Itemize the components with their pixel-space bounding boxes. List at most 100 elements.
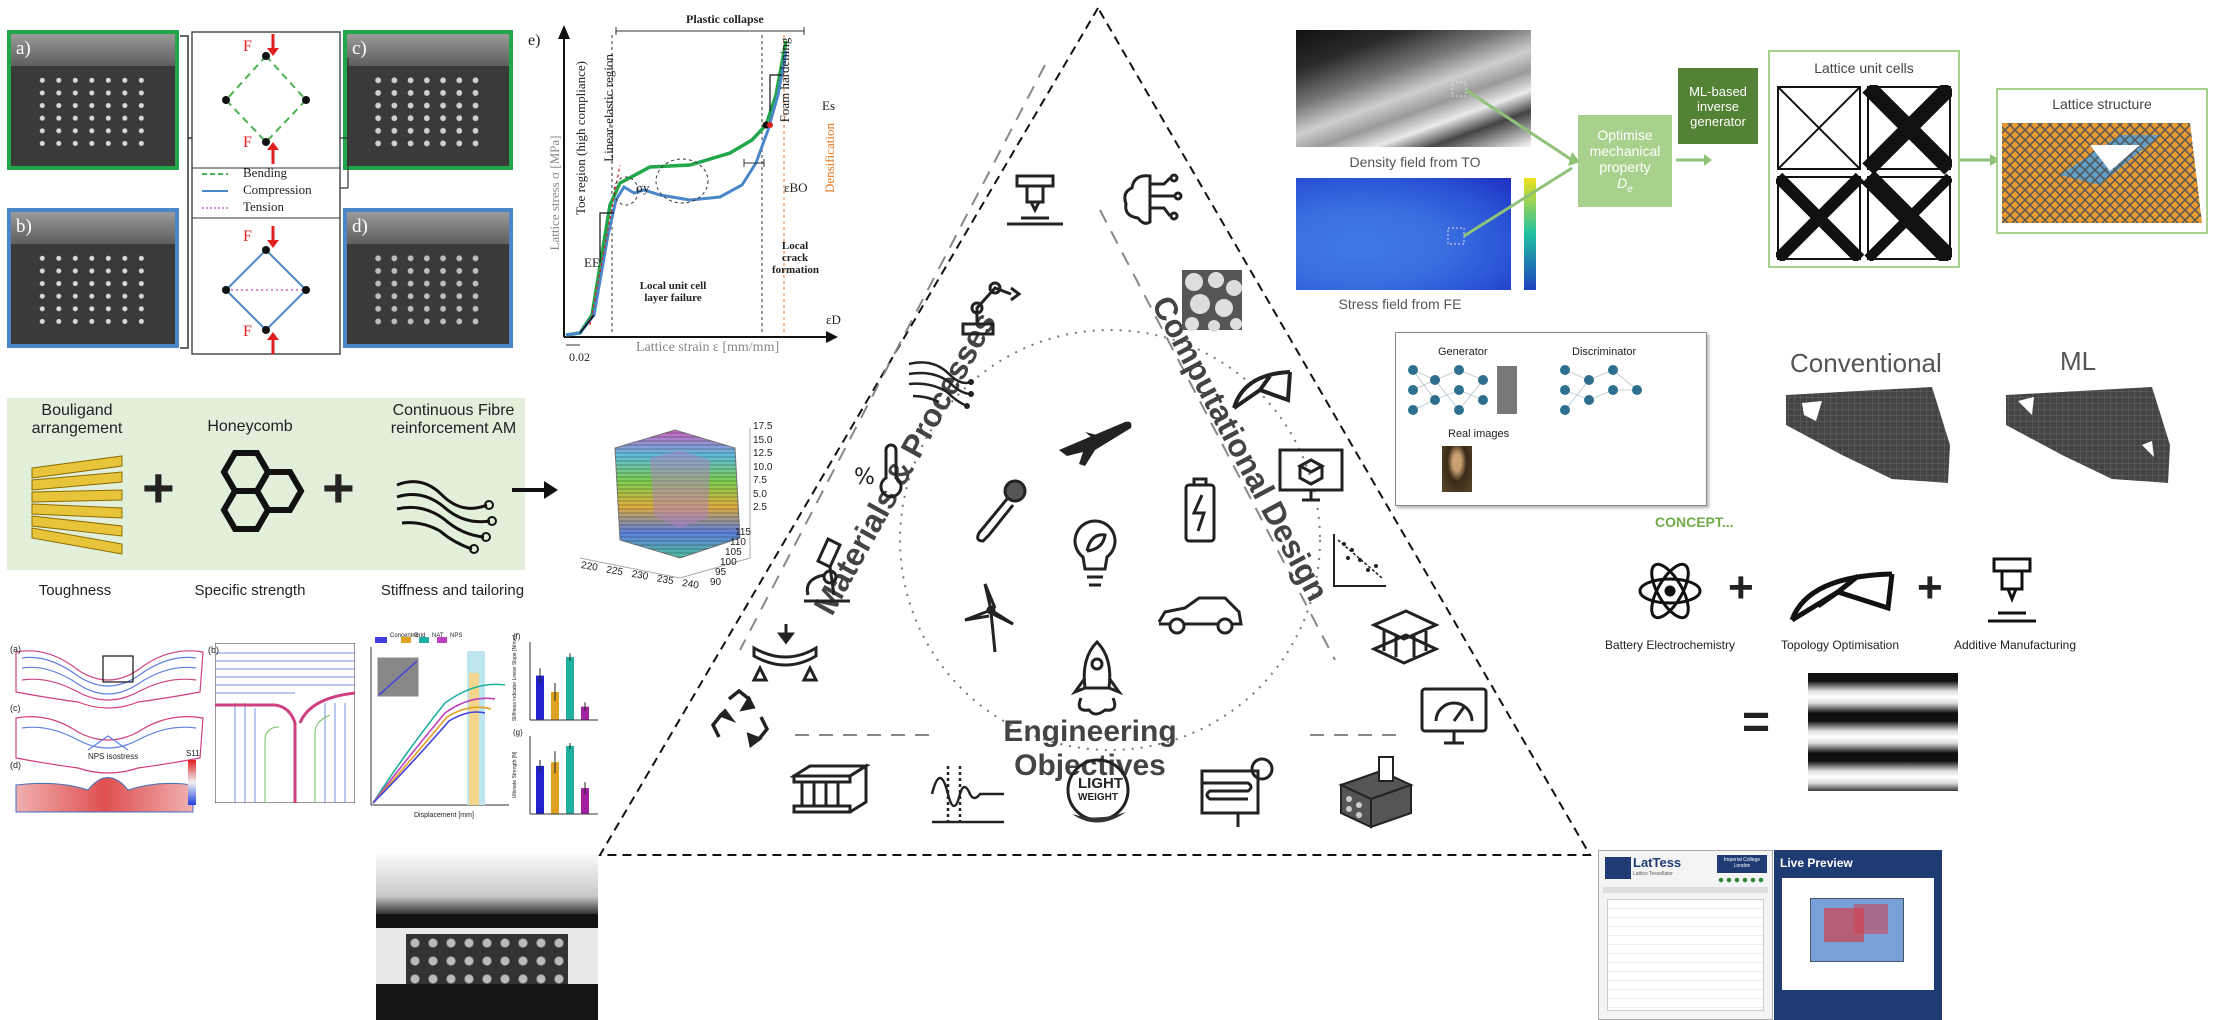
cad-monitor-icon: [1278, 448, 1344, 502]
legend-compression: Compression: [243, 182, 312, 197]
ylabel-f: Stiffness indicator Linear Slope [N/mm]: [512, 634, 518, 722]
bar-nps: [581, 706, 589, 720]
arch-contour-figures: [15, 650, 204, 813]
annot-es: Es: [822, 98, 835, 113]
region-toe: Toe region (high compliance): [573, 61, 588, 215]
colorbar: [188, 760, 196, 805]
conventional-label: Conventional: [1790, 348, 1942, 378]
ml-mesh: [2006, 387, 2170, 483]
arrow-to-plot: [512, 481, 558, 499]
property-stiffness: Stiffness and tailoring: [380, 582, 525, 599]
optimise-symbol: De: [1617, 175, 1633, 195]
honeycomb-panel-icon: [790, 763, 870, 814]
density-field-map: [1296, 30, 1531, 147]
bar-chart-g: [536, 742, 589, 814]
beam-bending-icon: [751, 624, 819, 682]
car-icon: [1157, 596, 1243, 635]
fig-label-a: (a): [10, 644, 21, 654]
plus-icon-2: +: [322, 456, 355, 519]
concept-title: CONCEPT...: [1655, 514, 1734, 530]
foam-structure-icon: [1182, 270, 1242, 332]
robot-arm-icon: [961, 281, 1022, 336]
fig-label-g: (g): [513, 728, 523, 737]
force-label-top-1: F: [243, 38, 252, 55]
bar-charts-fg: [510, 632, 600, 822]
legend-bending: Bending: [243, 165, 288, 180]
fig-label-b: (b): [208, 645, 219, 655]
concept-plus-2: +: [1917, 563, 1943, 612]
topology-bridge-icon: [1232, 370, 1292, 410]
bouligand-icon: [31, 455, 123, 555]
bar-concentric: [536, 765, 544, 814]
institution-label: Imperial College London: [1723, 857, 1761, 869]
fibre-label: Continuous Fibre reinforcement AM: [390, 402, 517, 437]
stress-strain-chart: [558, 25, 838, 346]
bar-nat: [566, 657, 574, 720]
concept-equals: =: [1742, 696, 1771, 749]
stress-caption: Stress field from FE: [1338, 296, 1462, 312]
triangle-bottom-label: Engineering Objectives: [1003, 715, 1177, 782]
contour-legend: NPS isostress: [88, 752, 139, 761]
wind-turbine-icon: [964, 583, 1014, 653]
stress-field-map: [1296, 178, 1511, 290]
gan-generator-label: Generator: [1438, 346, 1488, 358]
light-badge-text-2: WEIGHT: [1078, 792, 1118, 803]
microscope-icon: [804, 536, 850, 603]
photo-panel-c: c): [343, 30, 513, 170]
printed-structure-plot: [579, 428, 751, 579]
lattess-window: LatTess Lattice Tessellator Imperial Col…: [1598, 850, 1773, 1020]
plus-icon-1: +: [142, 456, 175, 519]
dashboard-monitor-icon: [1420, 687, 1488, 745]
concept-plus-1: +: [1728, 563, 1754, 612]
plot-y-ticks: 115 110 105 100 95 90: [710, 527, 751, 588]
fig-label-f: (f): [513, 632, 521, 641]
bar-grid: [551, 762, 559, 814]
mona-lisa-thumbnail: [1442, 446, 1472, 492]
central-triangle: [598, 6, 1592, 856]
photo-panel-b: b): [7, 208, 179, 348]
legend-concentric: Concentric: [390, 633, 419, 639]
panel-label-c: c): [352, 38, 367, 59]
bar-chart-f: [536, 653, 589, 720]
lattice-cells-grid: [1776, 85, 1952, 261]
property-strength: Specific strength: [194, 582, 306, 599]
airplane-icon: [1059, 421, 1132, 466]
rocket-icon: [1070, 639, 1124, 716]
topology-optimisation-icon: [1789, 571, 1895, 623]
lattess-subtitle: Lattice Tessellator: [1633, 871, 1673, 877]
optimise-box: Optimise mechanical property De: [1578, 115, 1672, 207]
chart-ylabel: Lattice stress σ [MPa]: [547, 135, 562, 251]
force-label-bottom-1: F: [243, 134, 252, 151]
colorbar-label: S11: [186, 749, 200, 758]
fig-label-d: (d): [10, 760, 21, 770]
lightbulb-leaf-icon: [1073, 519, 1117, 587]
bar-grid: [551, 691, 559, 720]
live-preview-window: Live Preview: [1774, 850, 1942, 1020]
legend-nps: NPS: [450, 633, 463, 639]
chart-tick-x: 0.02: [569, 350, 590, 364]
chart-xlabel-displacement: Displacement [mm]: [414, 812, 474, 819]
ml-label: ML: [2060, 346, 2097, 376]
fibre-hand-composite-icon: [396, 480, 497, 554]
lattess-title: LatTess: [1633, 855, 1682, 870]
legend-grid: Grid: [414, 633, 426, 639]
bar-concentric: [536, 675, 544, 720]
gan-network-diagram: [1408, 365, 1642, 415]
bar-nps: [581, 788, 589, 814]
light-badge-text-1: LIGHT: [1078, 775, 1123, 792]
lattice-structure-image: [2002, 123, 2202, 223]
loading-schematic: [180, 31, 349, 355]
svg-text:%: %: [854, 465, 875, 490]
honeycomb-label: Honeycomb: [207, 418, 293, 435]
bouligand-label: Bouligand arrangement: [31, 402, 123, 437]
bone-joint-icon: [976, 479, 1027, 543]
annot-eps-d: εD: [826, 312, 841, 327]
light-weight-icon: [1066, 758, 1130, 823]
bar-nat: [566, 745, 574, 814]
generator-label: ML-based inverse generator: [1689, 83, 1747, 129]
sandwich-panel-icon: [1370, 609, 1440, 665]
honeycomb-icon: [220, 450, 305, 532]
legend-nat: NAT: [432, 633, 444, 639]
concept-battery: Battery Electrochemistry: [1604, 638, 1736, 652]
annot-ee: EE: [584, 255, 600, 270]
